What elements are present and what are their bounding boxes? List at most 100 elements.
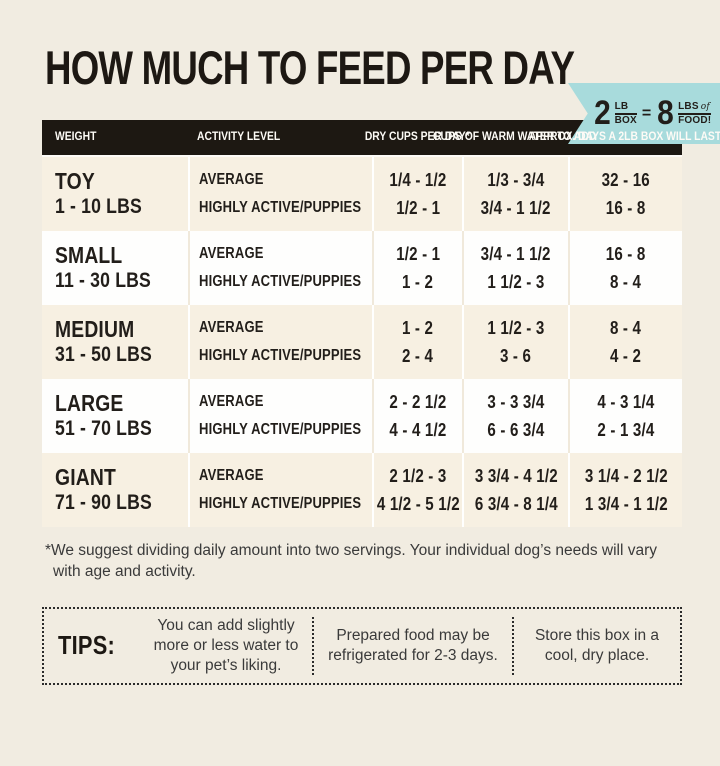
badge-unit-box: BOX xyxy=(614,114,637,126)
badge-quantity-2lb: 2 xyxy=(593,94,611,132)
header-warm-water: CUPS OF WARM WATER TO ADD xyxy=(433,120,596,155)
table-row: GIANT 71 - 90 LBS AVERAGE HIGHLY ACTIVE/… xyxy=(42,452,682,527)
days-active: 8 - 4 xyxy=(610,271,642,292)
header-weight: WEIGHT xyxy=(42,120,188,155)
dry-cups-active: 1/2 - 1 xyxy=(395,197,441,218)
tip-water-adjust: You can add slightly more or less water … xyxy=(153,616,299,674)
size-name: LARGE xyxy=(55,390,124,417)
size-name: SMALL xyxy=(55,242,123,269)
weight-range: 51 - 70 LBS xyxy=(55,417,152,441)
activity-highly-active-label: HIGHLY ACTIVE/PUPPIES xyxy=(199,198,362,216)
activity-average-label: AVERAGE xyxy=(199,466,264,484)
dry-cups-active: 2 - 4 xyxy=(402,345,434,366)
size-name: TOY xyxy=(55,168,95,195)
days-average: 16 - 8 xyxy=(606,243,646,264)
days-average: 8 - 4 xyxy=(610,317,642,338)
badge-lbs-text: LBS xyxy=(678,100,699,112)
size-name: MEDIUM xyxy=(55,316,135,343)
badge-unit-lbs: LBS of xyxy=(678,100,712,115)
activity-cell: AVERAGE HIGHLY ACTIVE/PUPPIES xyxy=(188,304,372,379)
days-per-box-cell: 3 1/4 - 2 1/2 1 3/4 - 1 1/2 xyxy=(568,452,682,527)
warm-water-average: 3 - 3 3/4 xyxy=(487,391,545,412)
days-average: 3 1/4 - 2 1/2 xyxy=(584,465,668,486)
activity-average-label: AVERAGE xyxy=(199,392,264,410)
tip-refrigerate: Prepared food may be refrigerated for 2-… xyxy=(328,626,498,664)
activity-highly-active-label: HIGHLY ACTIVE/PUPPIES xyxy=(199,494,362,512)
warm-water-average: 3/4 - 1 1/2 xyxy=(481,243,551,264)
warm-water-average: 3 3/4 - 4 1/2 xyxy=(474,465,558,486)
dry-cups-average: 1/2 - 1 xyxy=(395,243,441,264)
activity-cell: AVERAGE HIGHLY ACTIVE/PUPPIES xyxy=(188,156,372,231)
tips-label: TIPS: xyxy=(58,630,116,661)
dry-cups-active: 1 - 2 xyxy=(402,271,434,292)
header-days-per-box: APPROX. DAYS A 2LB BOX WILL LAST xyxy=(529,120,720,155)
table-row: TOY 1 - 10 LBS AVERAGE HIGHLY ACTIVE/PUP… xyxy=(42,156,682,231)
weight-cell: SMALL 11 - 30 LBS xyxy=(42,231,188,305)
warm-water-cell: 3 3/4 - 4 1/2 6 3/4 - 8 1/4 xyxy=(462,452,568,527)
activity-average-label: AVERAGE xyxy=(199,170,264,188)
table-row: LARGE 51 - 70 LBS AVERAGE HIGHLY ACTIVE/… xyxy=(42,378,682,453)
warm-water-cell: 1 1/2 - 3 3 - 6 xyxy=(462,304,568,379)
table-header-row: WEIGHT ACTIVITY LEVEL DRY CUPS PER DAY* … xyxy=(42,119,720,157)
days-per-box-cell: 4 - 3 1/4 2 - 1 3/4 xyxy=(568,378,682,453)
activity-highly-active-label: HIGHLY ACTIVE/PUPPIES xyxy=(199,420,362,438)
footnote: *We suggest dividing daily amount into t… xyxy=(45,541,658,580)
activity-cell: AVERAGE HIGHLY ACTIVE/PUPPIES xyxy=(188,378,372,453)
warm-water-cell: 1/3 - 3/4 3/4 - 1 1/2 xyxy=(462,156,568,231)
header-dry-cups: DRY CUPS PER DAY* xyxy=(365,120,470,155)
days-average: 32 - 16 xyxy=(601,169,651,190)
size-name: GIANT xyxy=(55,464,116,491)
table-body: TOY 1 - 10 LBS AVERAGE HIGHLY ACTIVE/PUP… xyxy=(42,156,682,527)
days-per-box-cell: 8 - 4 4 - 2 xyxy=(568,304,682,379)
days-active: 1 3/4 - 1 1/2 xyxy=(584,493,668,514)
dry-cups-average: 1/4 - 1/2 xyxy=(389,169,447,190)
box-equivalence-badge: 2 LB BOX = 8 LBS of FOOD! xyxy=(568,83,720,144)
page-title: HOW MUCH TO FEED PER DAY xyxy=(45,41,575,94)
dry-cups-average: 1 - 2 xyxy=(402,317,434,338)
dry-cups-active: 4 - 4 1/2 xyxy=(389,419,447,440)
activity-cell: AVERAGE HIGHLY ACTIVE/PUPPIES xyxy=(188,230,372,305)
tip-storage: Store this box in a cool, dry place. xyxy=(534,626,660,664)
days-average: 4 - 3 1/4 xyxy=(597,391,655,412)
weight-range: 1 - 10 LBS xyxy=(55,195,142,219)
feeding-table: WEIGHT ACTIVITY LEVEL DRY CUPS PER DAY* … xyxy=(42,119,720,527)
warm-water-average: 1 1/2 - 3 xyxy=(487,317,545,338)
weight-cell: TOY 1 - 10 LBS xyxy=(42,157,188,231)
activity-highly-active-label: HIGHLY ACTIVE/PUPPIES xyxy=(199,346,362,364)
badge-food-text: FOOD! xyxy=(678,114,712,126)
activity-average-label: AVERAGE xyxy=(199,244,264,262)
days-active: 16 - 8 xyxy=(606,197,646,218)
warm-water-active: 6 3/4 - 8 1/4 xyxy=(474,493,558,514)
table-row: SMALL 11 - 30 LBS AVERAGE HIGHLY ACTIVE/… xyxy=(42,230,682,305)
header-days-label: APPROX. DAYS A 2LB BOX WILL LAST xyxy=(528,130,720,143)
warm-water-active: 3/4 - 1 1/2 xyxy=(481,197,551,218)
weight-cell: MEDIUM 31 - 50 LBS xyxy=(42,305,188,379)
warm-water-cell: 3 - 3 3/4 6 - 6 3/4 xyxy=(462,378,568,453)
activity-cell: AVERAGE HIGHLY ACTIVE/PUPPIES xyxy=(188,452,372,527)
warm-water-active: 6 - 6 3/4 xyxy=(487,419,545,440)
warm-water-active: 3 - 6 xyxy=(500,345,532,366)
days-per-box-cell: 16 - 8 8 - 4 xyxy=(568,230,682,305)
header-activity-label: ACTIVITY LEVEL xyxy=(197,131,281,144)
header-activity-level: ACTIVITY LEVEL xyxy=(188,120,372,155)
dry-cups-active: 4 1/2 - 5 1/2 xyxy=(376,493,460,514)
activity-highly-active-label: HIGHLY ACTIVE/PUPPIES xyxy=(199,272,362,290)
warm-water-active: 1 1/2 - 3 xyxy=(487,271,545,292)
tips-divider xyxy=(312,616,314,675)
header-warm-water-label: CUPS OF WARM WATER TO ADD xyxy=(433,130,597,143)
badge-unit-lbs-food: LBS of FOOD! xyxy=(678,100,712,126)
weight-range: 31 - 50 LBS xyxy=(55,343,152,367)
weight-range: 11 - 30 LBS xyxy=(55,269,151,293)
dry-cups-average: 2 1/2 - 3 xyxy=(389,465,447,486)
weight-cell: LARGE 51 - 70 LBS xyxy=(42,379,188,453)
warm-water-average: 1/3 - 3/4 xyxy=(487,169,545,190)
dry-cups-average: 2 - 2 1/2 xyxy=(389,391,447,412)
badge-unit-lb: LB xyxy=(614,101,637,115)
dry-cups-cell: 1 - 2 2 - 4 xyxy=(372,304,462,379)
dry-cups-cell: 1/2 - 1 1 - 2 xyxy=(372,230,462,305)
tips-divider xyxy=(512,616,514,675)
tips-label-wrap: TIPS: xyxy=(44,630,140,661)
activity-average-label: AVERAGE xyxy=(199,318,264,336)
weight-range: 71 - 90 LBS xyxy=(55,491,152,515)
header-dry-cups-label: DRY CUPS PER DAY* xyxy=(364,130,470,143)
